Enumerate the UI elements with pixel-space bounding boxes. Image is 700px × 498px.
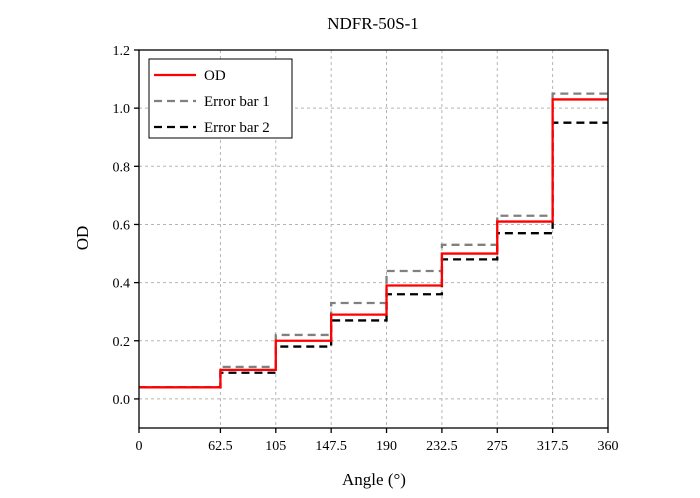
legend-label: Error bar 1 [204, 94, 270, 110]
y-axis-label: OD [73, 226, 92, 251]
legend-label: OD [204, 68, 226, 84]
y-tick-label: 0.4 [113, 277, 131, 292]
x-axis-label: Angle (°) [342, 470, 406, 489]
plot-frame [138, 49, 609, 429]
x-tick-label: 232.5 [426, 439, 458, 454]
x-tick-label: 317.5 [537, 439, 569, 454]
x-tick-label: 360 [598, 439, 619, 454]
legend-label: Error bar 2 [204, 120, 270, 136]
x-tick-label: 0 [136, 439, 143, 454]
y-tick-label: 0.0 [113, 393, 131, 408]
x-tick-label: 275 [487, 439, 508, 454]
y-tick-label: 1.0 [113, 102, 131, 117]
x-tick-label: 147.5 [315, 439, 347, 454]
legend-box [148, 58, 293, 139]
x-tick-label: 62.5 [208, 439, 233, 454]
y-tick-label: 0.2 [113, 335, 131, 350]
series-line-0 [139, 98, 608, 389]
x-tick-label: 105 [265, 439, 286, 454]
axis-ticks: 0 62.5 105 147.5 190 232.5 275 317.5 360 0.0 0.2 0.… [113, 44, 619, 454]
series-group [139, 92, 608, 389]
chart-title: NDFR-50S-1 [327, 14, 419, 33]
y-tick-label: 1.2 [113, 44, 131, 59]
y-tick-label: 0.8 [113, 160, 131, 175]
x-tick-label: 190 [376, 439, 397, 454]
series-line-2 [139, 121, 608, 389]
legend: OD Error bar 1 Error bar 2 [148, 58, 293, 139]
y-tick-label: 0.6 [113, 218, 131, 233]
